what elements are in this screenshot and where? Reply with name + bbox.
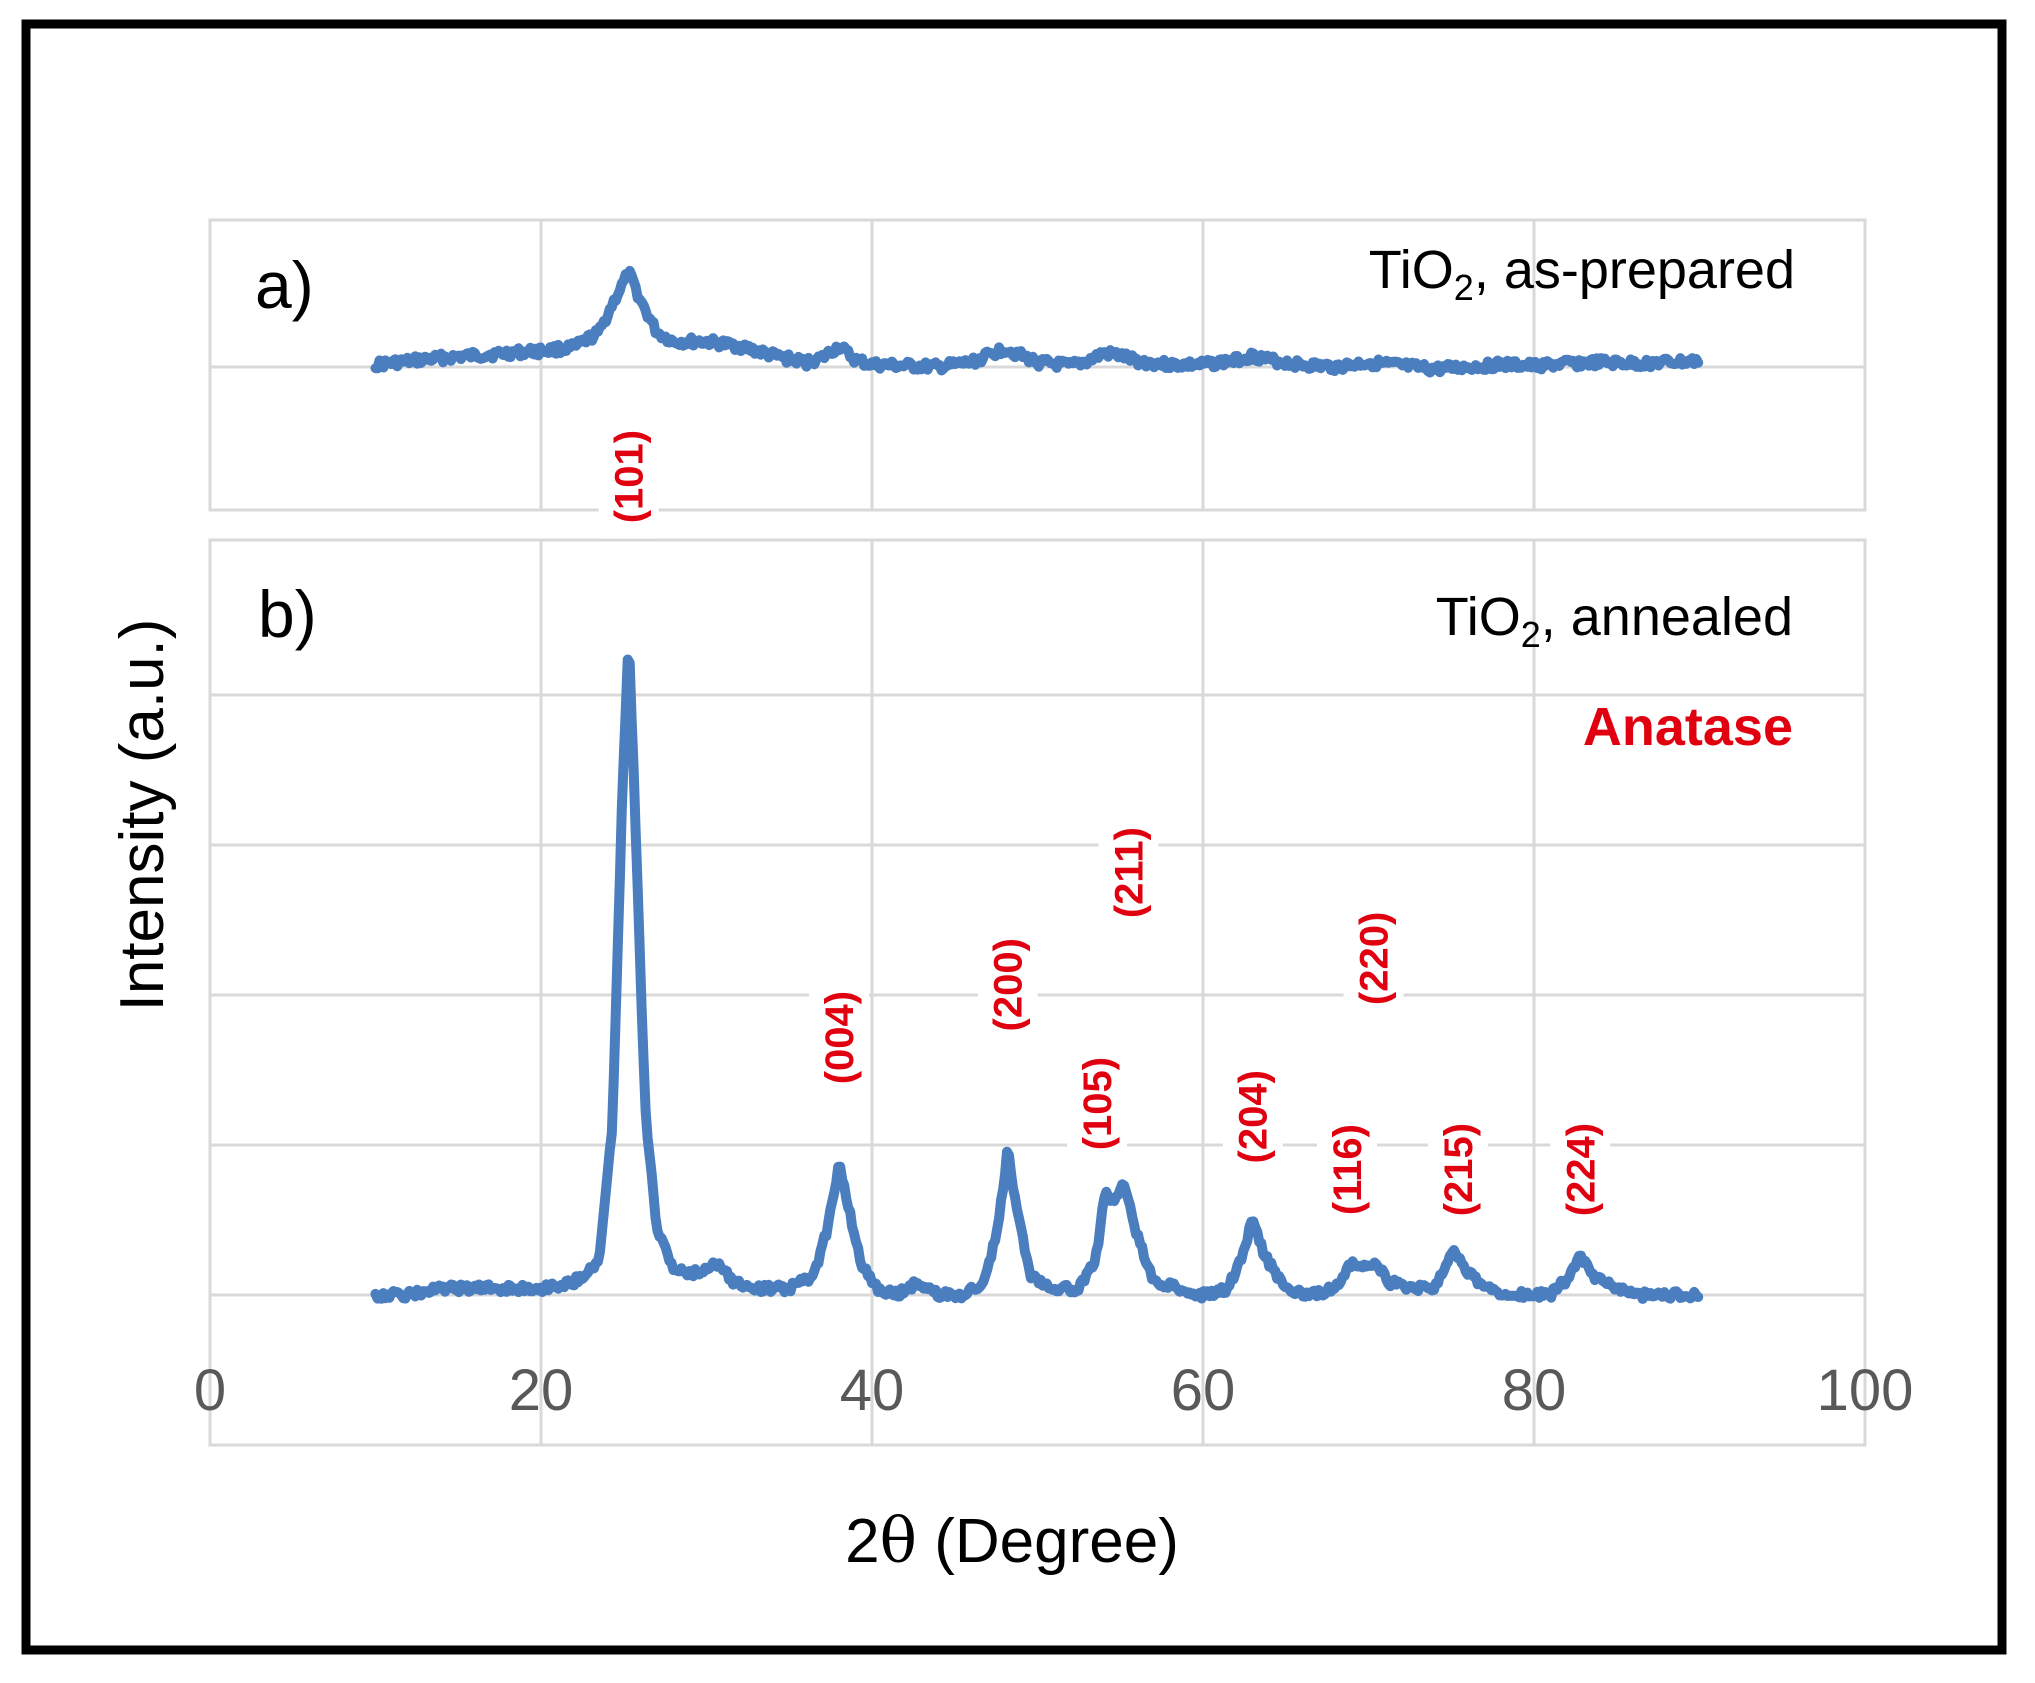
peak-annotation-bg-7 <box>1343 896 1404 1021</box>
x-axis-label-suffix: (Degree) <box>917 1507 1179 1576</box>
x-axis-label-theta: θ <box>880 1504 917 1577</box>
peak-annotation-1: (004) <box>808 975 869 1100</box>
peak-label-9: (224) <box>1559 1123 1603 1216</box>
x-tick-label-100: 100 <box>1817 1358 1914 1423</box>
legend-a-prefix: TiO <box>1369 240 1454 300</box>
y-axis-label: Intensity (a.u.) <box>108 619 177 1012</box>
peak-annotation-6: (116) <box>1317 1107 1377 1232</box>
legend-b-subscript: 2 <box>1521 614 1541 655</box>
peak-label-2: (200) <box>987 938 1031 1031</box>
peak-label-3: (105) <box>1076 1057 1120 1150</box>
peak-label-5: (204) <box>1232 1070 1276 1163</box>
panel-b-label: b) <box>258 577 317 651</box>
peak-annotation-0: (101) <box>598 414 659 539</box>
peak-label-0: (101) <box>608 430 652 523</box>
panel-a-plot <box>370 265 1704 378</box>
panel-a-legend: TiO2, as-prepared <box>1369 240 1795 308</box>
peak-annotation-bg-3 <box>1067 1041 1128 1166</box>
series-line-as-prepared <box>370 265 1704 378</box>
peak-annotation-bg-2 <box>977 922 1038 1047</box>
peak-annotation-9: (224) <box>1550 1107 1611 1232</box>
figure-border <box>21 19 2007 1655</box>
peak-annotation-3: (105) <box>1067 1041 1128 1166</box>
peak-annotation-bg-1 <box>808 975 869 1100</box>
peak-annotation-bg-4 <box>1098 810 1159 935</box>
peak-annotation-2: (200) <box>977 922 1038 1047</box>
series-line-annealed <box>370 654 1704 1304</box>
peak-annotation-bg-5 <box>1222 1054 1283 1179</box>
peak-label-8: (215) <box>1437 1123 1481 1216</box>
peak-annotation-bg-9 <box>1550 1107 1611 1232</box>
x-tick-label-20: 20 <box>509 1358 574 1423</box>
peak-annotation-bg-0 <box>598 414 659 539</box>
legend-a-suffix: , as-prepared <box>1474 240 1795 300</box>
peak-label-4: (211) <box>1108 827 1152 918</box>
peak-label-6: (116) <box>1326 1124 1370 1215</box>
x-axis-ticks: 0 20 40 60 80 100 <box>194 1358 1914 1423</box>
panel-b-plot <box>370 654 1704 1304</box>
x-axis-label-prefix: 2 <box>845 1507 879 1576</box>
phase-label-anatase: Anatase <box>1583 697 1793 757</box>
legend-a-subscript: 2 <box>1454 267 1474 308</box>
panel-b-annotations: (101) (004) (200) (105) (211) (204) (116) (220)… <box>598 414 1611 1232</box>
legend-b-prefix: TiO <box>1436 587 1521 647</box>
panel-b-legend: TiO2, annealed <box>1436 587 1793 655</box>
peak-annotation-5: (204) <box>1222 1054 1283 1179</box>
panel-a-label: a) <box>255 248 314 322</box>
peak-annotation-bg-6 <box>1317 1107 1377 1232</box>
peak-label-7: (220) <box>1353 912 1397 1005</box>
x-tick-label-60: 60 <box>1171 1358 1236 1423</box>
peak-annotation-bg-8 <box>1427 1107 1488 1232</box>
x-axis-label: 2θ (Degree) <box>845 1504 1179 1577</box>
x-tick-label-0: 0 <box>194 1358 226 1423</box>
peak-annotation-4: (211) <box>1098 810 1159 935</box>
legend-b-suffix: , annealed <box>1541 587 1793 647</box>
x-tick-label-40: 40 <box>840 1358 905 1423</box>
peak-label-1: (004) <box>818 991 862 1084</box>
peak-annotation-8: (215) <box>1427 1107 1488 1232</box>
x-tick-label-80: 80 <box>1502 1358 1567 1423</box>
peak-annotation-7: (220) <box>1343 896 1404 1021</box>
